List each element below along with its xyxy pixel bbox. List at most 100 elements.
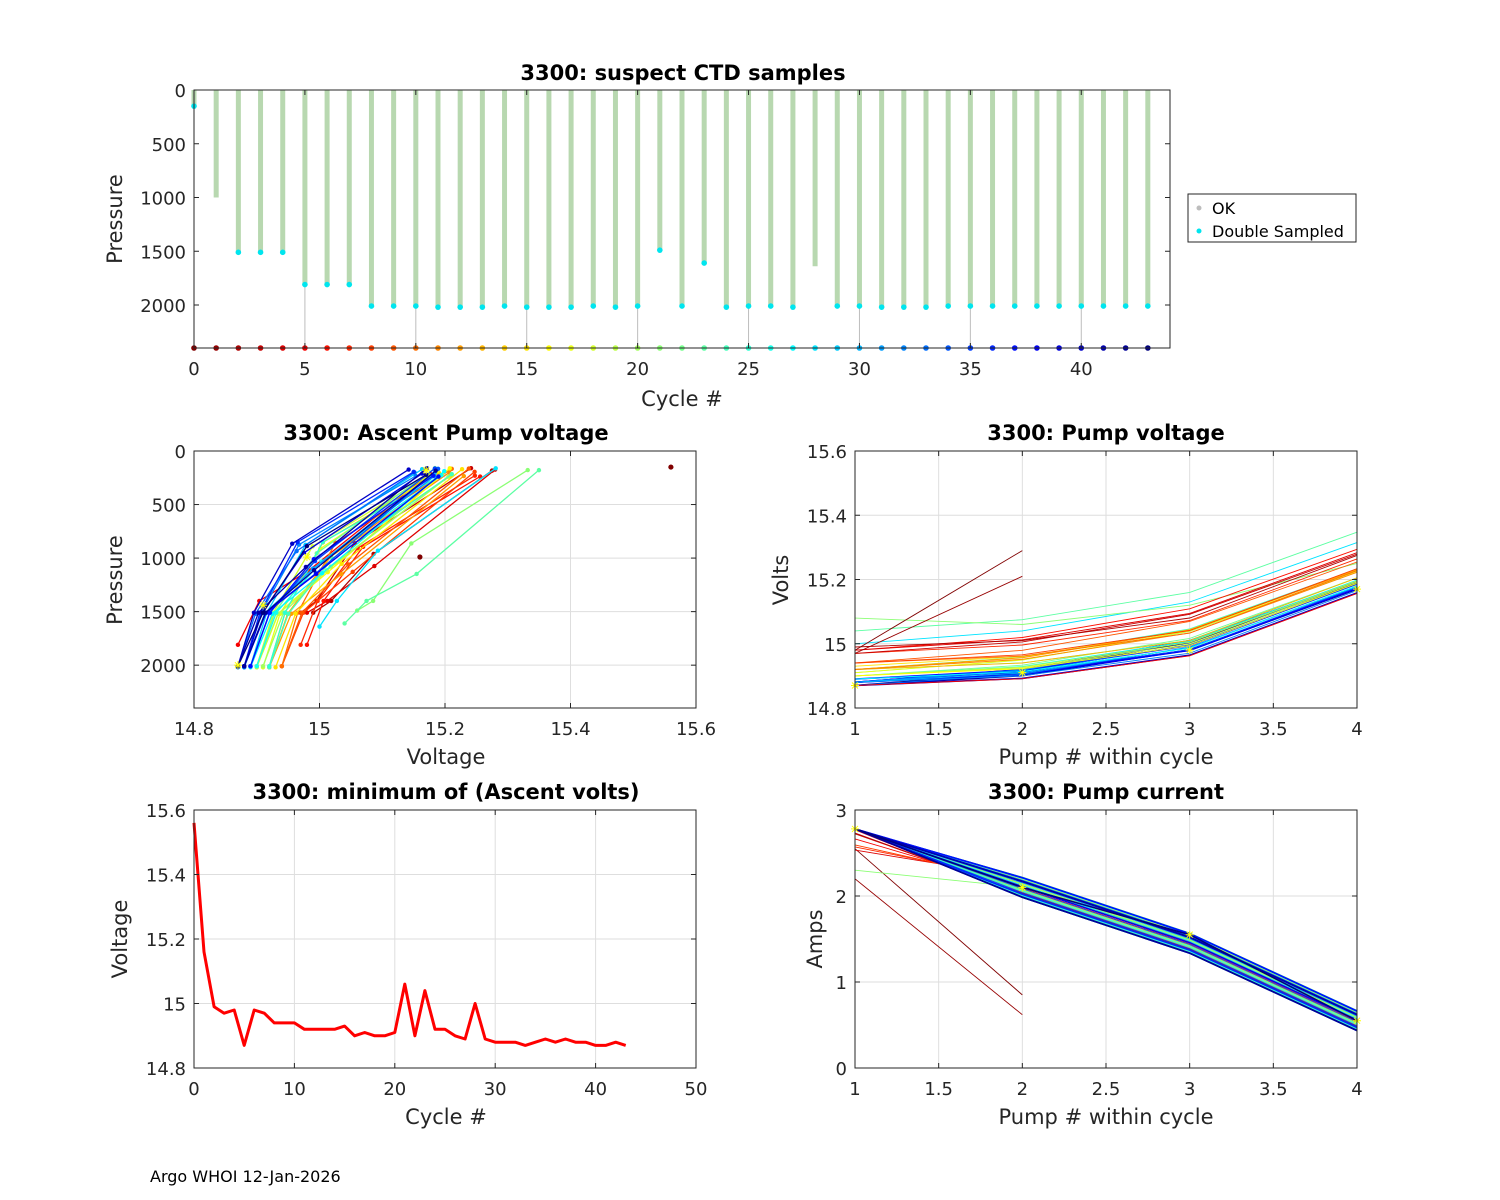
ascent-point <box>346 562 351 567</box>
ascent-xlabel: Voltage <box>407 745 486 769</box>
ascent-cycle-line <box>274 468 463 668</box>
x-tick-label: 30 <box>484 1079 507 1100</box>
ascent-point <box>267 664 272 669</box>
minvolts-xlabel: Cycle # <box>405 1105 487 1129</box>
double-sampled-point <box>989 303 996 309</box>
y-tick-label: 15.6 <box>807 442 847 463</box>
x-tick-label: 5 <box>299 359 310 380</box>
pump-voltage-line <box>854 585 1358 680</box>
ascent-point <box>461 473 467 479</box>
ascent-point <box>304 543 310 549</box>
ascent-point <box>436 474 441 479</box>
ascent-point <box>472 469 477 474</box>
y-tick-label: 15.6 <box>146 801 186 822</box>
samples-ylabel: Pressure <box>103 174 127 264</box>
minvolts-title: 3300: minimum of (Ascent volts) <box>252 780 639 804</box>
latest-cycle-marker <box>1185 930 1194 939</box>
ascent-chart: 3300: Ascent Pump voltage 14.8 15 15.2 15.4… <box>103 421 716 769</box>
legend-ok-label: OK <box>1212 199 1236 218</box>
ascent-cycle-line <box>237 467 428 667</box>
x-tick-label: 30 <box>848 359 871 380</box>
x-tick-label: 20 <box>383 1079 406 1100</box>
ascent-point <box>442 468 447 474</box>
ascent-point <box>409 541 414 546</box>
legend-double-marker <box>1196 228 1202 234</box>
x-tick-label: 4 <box>1351 1079 1362 1100</box>
double-sampled-point <box>302 281 308 288</box>
double-sampled-point <box>257 249 264 256</box>
ascent-cycle-line <box>243 471 414 667</box>
ascent-point <box>254 664 259 669</box>
pump-current-line <box>854 878 1023 1016</box>
y-tick-label: 15.4 <box>807 506 847 527</box>
latest-cycle-marker <box>1018 883 1027 892</box>
double-sampled-point <box>590 303 597 309</box>
pump-current-line <box>854 828 1358 1012</box>
double-sampled-point <box>1145 303 1151 309</box>
pumpv-title: 3300: Pump voltage <box>987 421 1225 445</box>
ascent-point <box>298 642 303 648</box>
ascent-point <box>466 466 472 471</box>
x-tick-label: 3 <box>1184 1079 1195 1100</box>
pump-voltage-line <box>854 575 1023 654</box>
double-sampled-point <box>945 303 951 309</box>
double-sampled-point <box>701 260 707 266</box>
double-sampled-point <box>279 249 286 256</box>
double-sampled-point <box>435 304 441 310</box>
double-sampled-point <box>634 303 641 309</box>
ascent-point <box>414 571 419 577</box>
pump-voltage-line <box>854 587 1358 684</box>
x-tick-label: 35 <box>959 359 982 380</box>
pump-voltage-line <box>854 554 1358 648</box>
double-sampled-point <box>657 247 663 253</box>
samples-chart: 3300: suspect CTD samples 0 5 10 15 20 25 30 35… <box>103 61 1357 411</box>
x-tick-label: 1.5 <box>924 1079 953 1100</box>
ascent-point <box>406 467 411 472</box>
y-tick-label: 15.4 <box>146 866 186 887</box>
ascent-point <box>304 610 310 615</box>
legend-ok-marker <box>1196 205 1202 211</box>
x-tick-label: 14.8 <box>174 719 214 740</box>
double-sampled-point <box>612 304 619 310</box>
x-tick-label: 4 <box>1351 719 1362 740</box>
pump-voltage-line <box>854 550 1023 651</box>
double-sampled-point <box>1078 303 1085 309</box>
ascent-point <box>248 664 253 669</box>
y-tick-label: 500 <box>152 135 186 156</box>
ascent-cycle-line <box>249 475 434 667</box>
x-tick-label: 15.2 <box>425 719 465 740</box>
x-tick-label: 20 <box>626 359 649 380</box>
ascent-point <box>350 569 355 575</box>
ascent-point <box>493 466 498 471</box>
y-tick-label: 1500 <box>140 242 186 263</box>
x-tick-label: 2 <box>1017 1079 1028 1100</box>
ascent-point <box>342 621 347 626</box>
pump-voltage-line <box>854 542 1358 645</box>
x-tick-label: 10 <box>404 359 427 380</box>
double-sampled-point <box>923 304 929 310</box>
double-sampled-point <box>679 303 685 309</box>
samples-title: 3300: suspect CTD samples <box>520 61 845 85</box>
pump-voltage-line <box>854 569 1358 670</box>
ascent-point <box>304 642 310 648</box>
ascent-point <box>339 561 344 567</box>
ascent-point <box>411 469 416 475</box>
double-sampled-point <box>479 304 486 310</box>
pump-voltage-line <box>854 570 1358 664</box>
y-tick-label: 15.2 <box>807 571 847 592</box>
y-tick-label: 15 <box>824 635 847 656</box>
ascent-point <box>317 624 322 629</box>
x-tick-label: 40 <box>584 1079 607 1100</box>
double-sampled-point <box>1034 303 1040 309</box>
ascent-point <box>319 570 325 576</box>
ascent-point <box>525 467 530 473</box>
ascent-title: 3300: Ascent Pump voltage <box>283 421 608 445</box>
ascent-point <box>325 598 330 604</box>
double-sampled-point <box>546 304 552 310</box>
ascent-point <box>423 472 429 477</box>
ascent-cycle-line <box>300 467 472 614</box>
ascent-point <box>311 568 317 573</box>
x-tick-label: 2.5 <box>1092 719 1121 740</box>
y-tick-label: 0 <box>175 81 186 102</box>
